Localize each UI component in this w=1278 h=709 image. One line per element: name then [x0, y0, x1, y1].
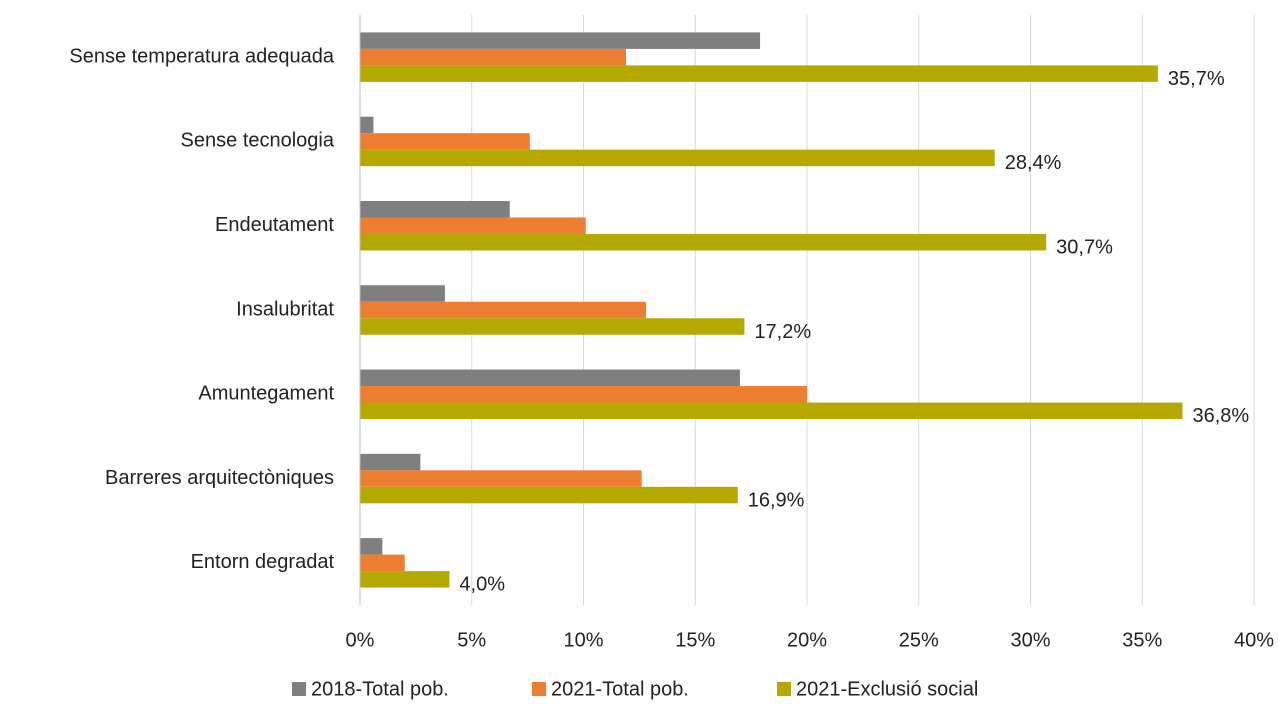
bar — [360, 369, 740, 387]
legend-swatch — [292, 682, 306, 696]
x-tick-label: 35% — [1122, 629, 1162, 651]
data-label: 30,7% — [1056, 236, 1113, 258]
data-label: 28,4% — [1005, 152, 1062, 174]
bar — [360, 65, 1158, 82]
legend-swatch — [777, 682, 791, 696]
bar — [360, 116, 374, 134]
bar — [360, 470, 642, 487]
y-tick-label: Entorn degradat — [191, 551, 335, 573]
x-tick-label: 20% — [787, 629, 827, 651]
bar — [360, 318, 745, 335]
bar — [360, 200, 510, 218]
y-tick-label: Sense tecnologia — [181, 130, 335, 152]
bar — [360, 48, 626, 66]
y-tick-label: Barreres arquitectòniques — [105, 467, 334, 489]
y-tick-label: Amuntegament — [198, 383, 334, 405]
legend-label: 2018-Total pob. — [311, 678, 449, 700]
data-label: 36,8% — [1192, 405, 1249, 427]
data-label: 4,0% — [459, 574, 505, 596]
bar — [360, 402, 1183, 420]
data-label: 16,9% — [748, 489, 805, 511]
legend-swatch — [532, 682, 546, 696]
bar — [360, 217, 586, 234]
x-tick-label: 15% — [675, 629, 715, 651]
legend-label: 2021-Exclusió social — [796, 678, 978, 700]
bar — [360, 149, 995, 167]
bar — [360, 486, 738, 504]
bar — [360, 554, 405, 572]
y-tick-label: Endeutament — [215, 214, 334, 236]
bar — [360, 133, 530, 150]
bar — [360, 233, 1047, 251]
bar — [360, 386, 807, 403]
bar — [360, 453, 421, 471]
bar — [360, 571, 450, 588]
bar — [360, 285, 445, 302]
data-label: 17,2% — [754, 321, 811, 343]
x-tick-label: 10% — [563, 629, 603, 651]
data-label: 35,7% — [1168, 68, 1225, 90]
y-tick-label: Insalubritat — [236, 298, 334, 320]
bar — [360, 301, 647, 319]
y-tick-label: Sense temperatura adequada — [69, 45, 335, 67]
x-tick-label: 30% — [1010, 629, 1050, 651]
bar — [360, 538, 383, 555]
x-tick-label: 5% — [457, 629, 486, 651]
x-tick-label: 40% — [1234, 629, 1274, 651]
legend-label: 2021-Total pob. — [551, 678, 689, 700]
bar — [360, 32, 761, 49]
x-tick-label: 0% — [346, 629, 375, 651]
x-tick-label: 25% — [899, 629, 939, 651]
